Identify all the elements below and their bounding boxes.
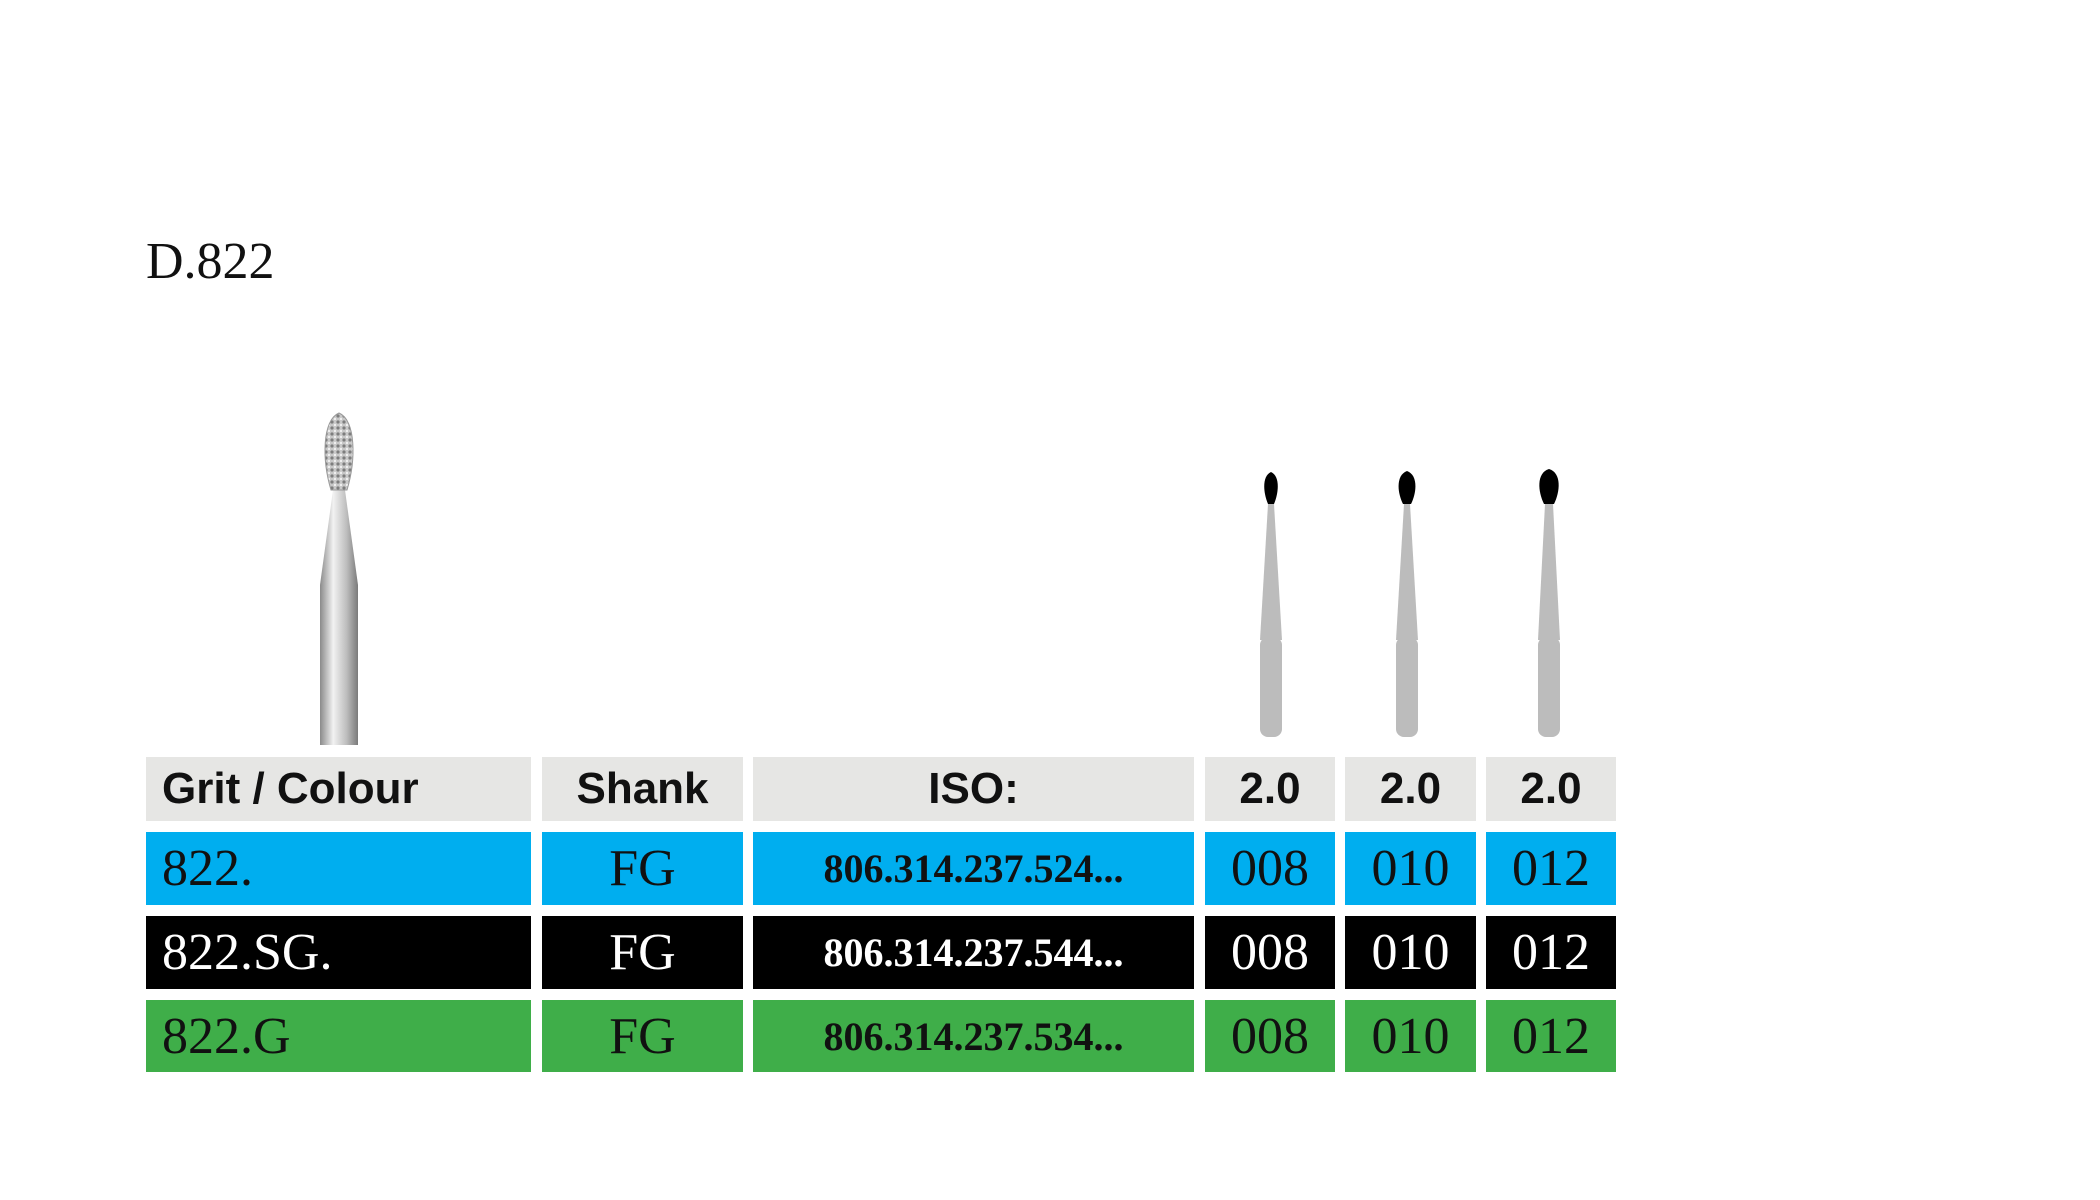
table-cell: 012	[1486, 916, 1616, 989]
table-cell: 010	[1345, 916, 1476, 989]
table-cell: FG	[542, 832, 743, 905]
table-cell: 822.	[146, 832, 531, 905]
table-cell: 822.SG.	[146, 916, 531, 989]
table-cell: 012	[1486, 1000, 1616, 1072]
table-cell: 806.314.237.534...	[753, 1000, 1194, 1072]
table-cell: 012	[1486, 832, 1616, 905]
header-cell: 2.0	[1486, 757, 1616, 821]
table-cell: 806.314.237.544...	[753, 916, 1194, 989]
large-bur	[320, 412, 358, 745]
table-cell: FG	[542, 916, 743, 989]
header-cell: 2.0	[1205, 757, 1335, 821]
header-cell: Shank	[542, 757, 743, 821]
table-cell: FG	[542, 1000, 743, 1072]
header-cell: Grit / Colour	[146, 757, 531, 821]
table-cell: 008	[1205, 832, 1335, 905]
header-cell: ISO:	[753, 757, 1194, 821]
table-cell: 008	[1205, 1000, 1335, 1072]
table-cell: 806.314.237.524...	[753, 832, 1194, 905]
small-bur	[1260, 472, 1282, 737]
small-bur	[1396, 471, 1418, 737]
table-cell: 010	[1345, 832, 1476, 905]
table-cell: 822.G	[146, 1000, 531, 1072]
product-title: D.822	[146, 233, 275, 290]
header-cell: 2.0	[1345, 757, 1476, 821]
table-cell: 010	[1345, 1000, 1476, 1072]
table-cell: 008	[1205, 916, 1335, 989]
small-bur	[1538, 469, 1560, 737]
